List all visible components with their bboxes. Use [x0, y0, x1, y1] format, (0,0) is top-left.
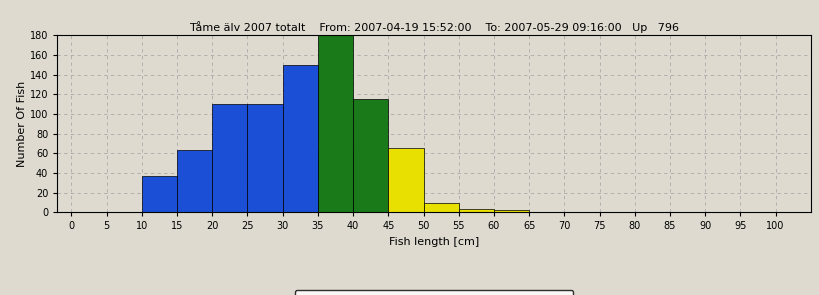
X-axis label: Fish length [cm]: Fish length [cm]: [389, 237, 479, 247]
Title: Tåme älv 2007 totalt    From: 2007-04-19 15:52:00    To: 2007-05-29 09:16:00   U: Tåme älv 2007 totalt From: 2007-04-19 15…: [189, 21, 679, 33]
Bar: [318, 148, 353, 212]
Bar: [177, 150, 212, 212]
Bar: [353, 99, 388, 212]
Bar: [212, 104, 247, 212]
Legend: Small  430, Medium  301, Big  65: Small 430, Medium 301, Big 65: [295, 290, 573, 295]
Bar: [388, 206, 423, 212]
Bar: [423, 203, 459, 212]
Bar: [318, 35, 353, 212]
Bar: [459, 209, 494, 212]
Bar: [247, 104, 283, 212]
Y-axis label: Number Of Fish: Number Of Fish: [17, 81, 27, 167]
Bar: [388, 148, 423, 212]
Bar: [283, 65, 318, 212]
Bar: [142, 176, 177, 212]
Bar: [494, 210, 529, 212]
